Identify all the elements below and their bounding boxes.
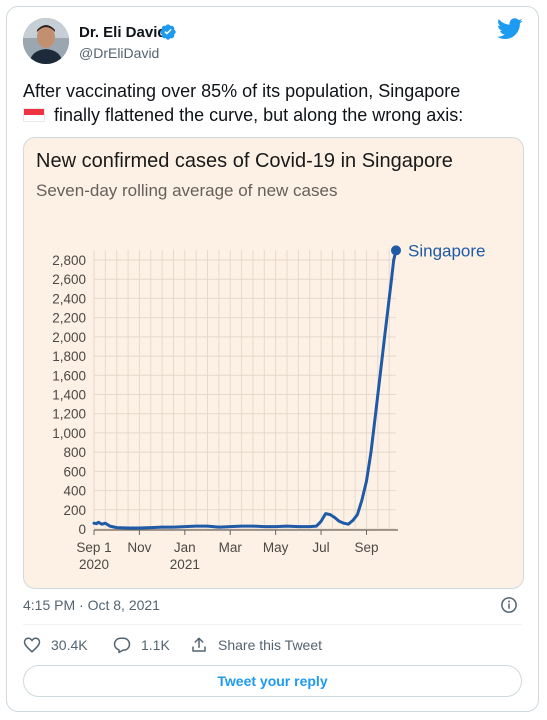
y-tick-label: 1,800 bbox=[52, 349, 86, 364]
line-chart: 0 200 400 600 800 1,000 1,200 1,400 1,600 1,800 2,… bbox=[52, 241, 486, 572]
avatar[interactable] bbox=[23, 18, 69, 64]
y-tick-label: 2,800 bbox=[52, 253, 86, 268]
tweet-timestamp[interactable]: 4:15 PM · Oct 8, 2021 bbox=[23, 597, 160, 613]
y-tick-label: 2,400 bbox=[52, 291, 86, 306]
singapore-flag-icon bbox=[23, 108, 45, 122]
y-tick-label: 1,000 bbox=[52, 426, 86, 441]
y-tick-label: 600 bbox=[63, 464, 86, 479]
like-button[interactable]: 30.4K bbox=[23, 636, 88, 654]
info-icon[interactable] bbox=[500, 596, 518, 614]
y-tick-label: 0 bbox=[78, 522, 86, 537]
reply-button[interactable]: 1.1K bbox=[113, 636, 170, 654]
like-count: 30.4K bbox=[51, 637, 88, 653]
y-tick-label: 400 bbox=[63, 484, 86, 499]
x-tick-label: Mar bbox=[219, 540, 243, 555]
tweet-text-line1: After vaccinating over 85% of its popula… bbox=[23, 81, 461, 101]
x-tick-label: May bbox=[263, 540, 289, 555]
chart-image[interactable]: New confirmed cases of Covid-19 in Singa… bbox=[23, 137, 524, 589]
x-tick-label: Nov bbox=[127, 540, 151, 555]
twitter-bird-icon[interactable] bbox=[497, 18, 523, 40]
heart-icon bbox=[23, 637, 41, 653]
y-tick-label: 2,600 bbox=[52, 272, 86, 287]
x-tick-label: Jan bbox=[174, 540, 196, 555]
verified-badge-icon bbox=[160, 24, 176, 40]
chart-subtitle: Seven-day rolling average of new cases bbox=[36, 181, 338, 200]
author-handle[interactable]: @DrEliDavid bbox=[79, 45, 160, 61]
y-tick-label: 1,200 bbox=[52, 407, 86, 422]
x-tick-label: Sep bbox=[354, 540, 378, 555]
tweet-text: After vaccinating over 85% of its popula… bbox=[23, 79, 523, 127]
y-tick-label: 1,400 bbox=[52, 388, 86, 403]
author-name[interactable]: Dr. Eli David bbox=[79, 24, 167, 41]
share-label: Share this Tweet bbox=[218, 637, 323, 653]
divider bbox=[23, 624, 522, 625]
x-tick-sublabel: 2020 bbox=[79, 557, 109, 572]
y-tick-label: 200 bbox=[63, 503, 86, 518]
reply-count: 1.1K bbox=[141, 637, 170, 653]
reply-bubble-icon bbox=[113, 637, 131, 654]
series-line-singapore bbox=[92, 248, 398, 530]
x-tick-label: Jul bbox=[312, 540, 329, 555]
share-icon bbox=[192, 637, 206, 652]
y-tick-label: 2,000 bbox=[52, 330, 86, 345]
y-tick-label: 1,600 bbox=[52, 368, 86, 383]
x-tick-sublabel: 2021 bbox=[170, 557, 200, 572]
chart-title: New confirmed cases of Covid-19 in Singa… bbox=[36, 150, 453, 172]
series-label-singapore: Singapore bbox=[408, 241, 486, 260]
tweet-your-reply-button[interactable]: Tweet your reply bbox=[23, 665, 522, 697]
series-end-point bbox=[391, 245, 401, 256]
x-tick-label: Sep 1 bbox=[76, 540, 111, 555]
y-tick-label: 800 bbox=[63, 445, 86, 460]
y-tick-label: 2,200 bbox=[52, 311, 86, 326]
share-button[interactable]: Share this Tweet bbox=[190, 636, 322, 654]
tweet-text-line2: finally flattened the curve, but along t… bbox=[54, 105, 464, 125]
